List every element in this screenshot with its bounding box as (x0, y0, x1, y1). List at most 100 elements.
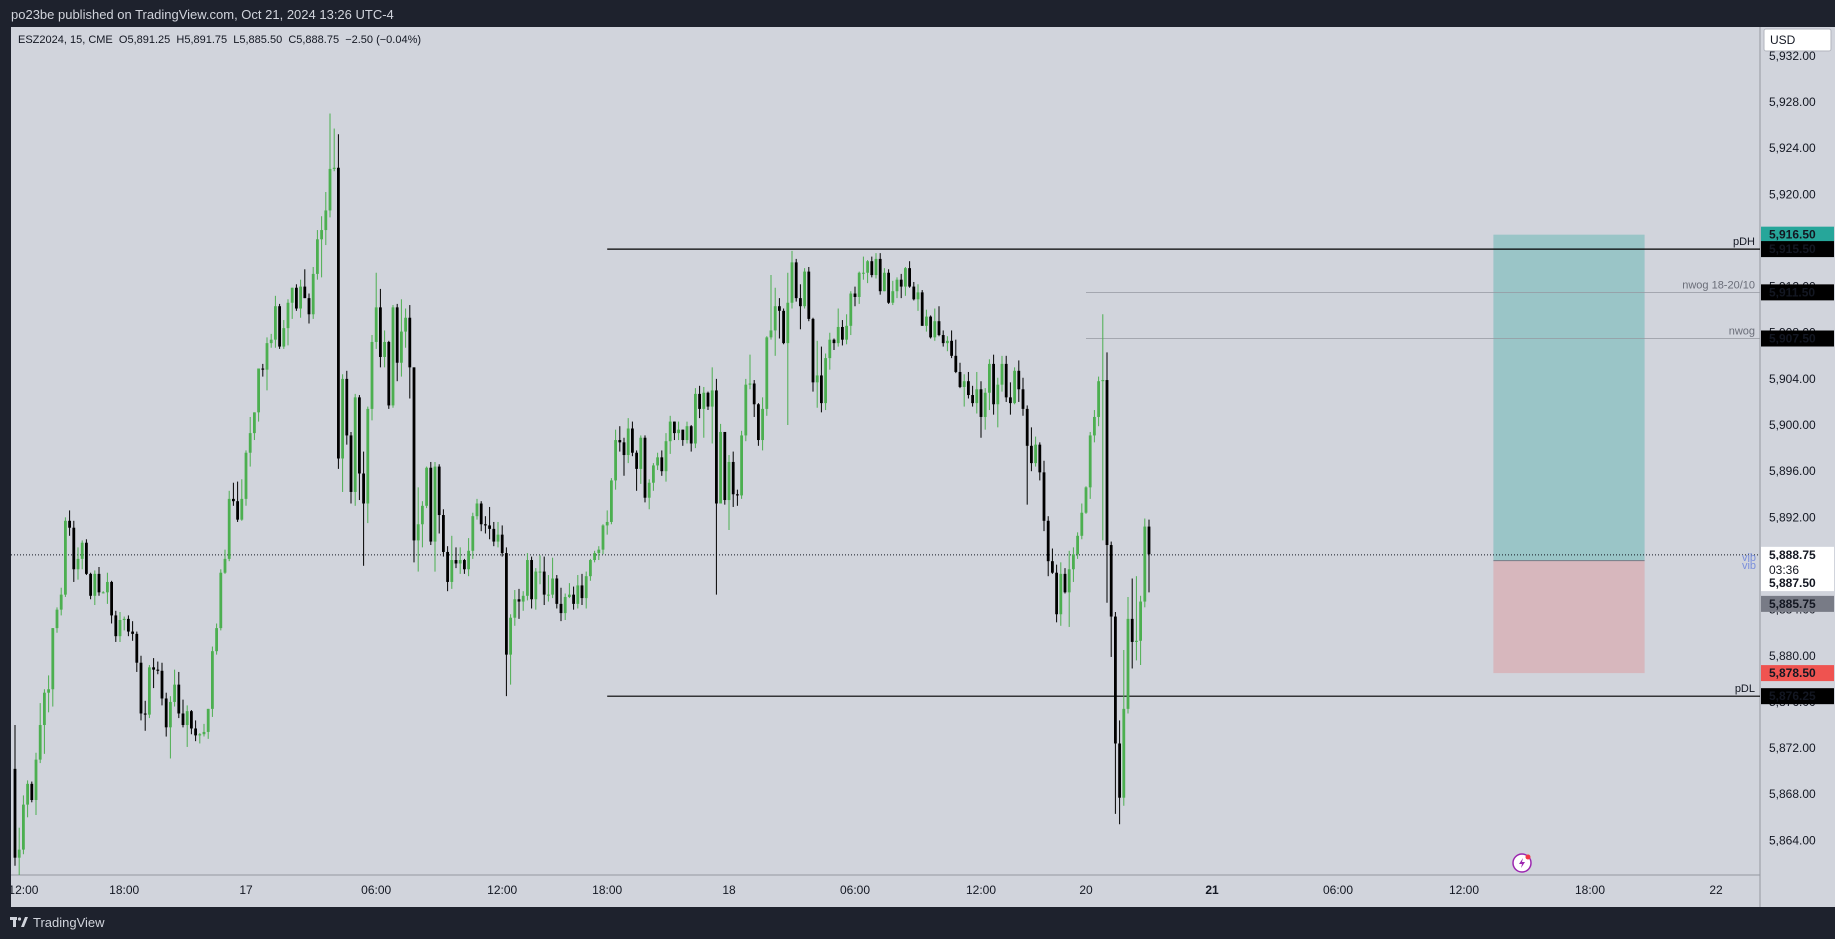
candle-body (643, 437, 647, 498)
candle-body (673, 421, 676, 434)
candle-body (51, 628, 55, 690)
axis-price-text: 5,878.50 (1769, 666, 1816, 680)
candle-body (425, 467, 428, 506)
candle-body (1088, 435, 1092, 488)
tradingview-logo-icon (10, 917, 28, 927)
candle-body (925, 316, 928, 326)
x-tick-label: 12:00 (487, 883, 517, 897)
candle-body (962, 381, 966, 387)
candle-body (362, 473, 365, 504)
axis-price-tag (1761, 595, 1834, 612)
candle-body (715, 390, 718, 504)
axis-price-tag (1761, 688, 1834, 705)
candle-body (341, 378, 344, 459)
candle-body (988, 363, 991, 393)
position-stop-zone[interactable] (1493, 560, 1645, 674)
top-bar: po23be published on TradingView.com, Oct… (0, 0, 1835, 27)
candle-body (274, 306, 277, 340)
candle-body (160, 670, 164, 699)
axis-price-tag (1761, 546, 1834, 563)
plot-background[interactable] (11, 27, 1760, 875)
candle-body (148, 667, 151, 715)
candle-body (874, 258, 878, 276)
candle-body (215, 628, 218, 652)
position-target-zone[interactable] (1493, 234, 1645, 561)
candle-body (765, 337, 769, 409)
candle-body (1067, 569, 1071, 593)
candle-body (13, 768, 17, 858)
candle-body (156, 669, 160, 671)
x-tick-label: 20 (1079, 883, 1093, 897)
candle-body (618, 440, 622, 443)
candle-body (681, 429, 685, 441)
y-tick-label: 5,872.00 (1769, 741, 1816, 755)
candle-body (1009, 397, 1012, 404)
candle-body (904, 268, 907, 287)
level-label-nwog-18-20: nwog 18-20/10 (1682, 279, 1755, 291)
candle-body (824, 358, 827, 404)
candle-body (639, 437, 643, 469)
candle-body (38, 725, 42, 760)
candle-body (471, 516, 475, 551)
candle-body (660, 457, 664, 472)
candle-body (622, 442, 626, 456)
candle-body (534, 571, 538, 600)
candle-body (131, 631, 134, 634)
candle-body (744, 384, 748, 436)
candle-body (433, 466, 437, 542)
candle-body (219, 572, 223, 629)
candle-body (597, 549, 601, 554)
y-tick-label: 5,868.00 (1769, 787, 1816, 801)
candle-body (316, 239, 319, 274)
candle-body (135, 633, 139, 663)
axis-price-text: 5,887.50 (1769, 576, 1816, 590)
candle-body (106, 581, 109, 593)
x-tick-label: 18:00 (1575, 883, 1605, 897)
candle-body (920, 292, 924, 326)
y-tick-label: 5,864.00 (1769, 833, 1816, 847)
ohlc-line: O5,891.25 H5,891.75 L5,885.50 C5,888.75 … (118, 34, 422, 46)
candle-body (1118, 743, 1121, 798)
candle-body (358, 397, 361, 474)
candle-body (820, 375, 823, 404)
candle-body (1080, 512, 1084, 536)
candle-body (899, 279, 903, 287)
candle-body (526, 560, 529, 596)
axis-price-tag (1761, 665, 1834, 682)
candle-body (295, 287, 298, 309)
candle-body (80, 542, 84, 559)
price-axis-background[interactable] (1760, 27, 1835, 907)
x-tick-label: 06:00 (1323, 883, 1353, 897)
candle-body (1147, 526, 1151, 555)
candle-body (286, 302, 290, 329)
candle-body (1109, 545, 1113, 617)
candle-body (345, 378, 349, 436)
candlestick-chart[interactable]: pDH pDL nwog 18-20/10 nwog 5,932.00 5,928.00 5… (11, 27, 1835, 907)
candle-body (307, 298, 311, 315)
currency-box[interactable] (1763, 28, 1832, 52)
candle-body (93, 573, 97, 596)
candle-body (198, 734, 202, 736)
candle-body (1097, 381, 1100, 417)
time-axis-background[interactable] (11, 875, 1760, 907)
chart-area[interactable]: pDH pDL nwog 18-20/10 nwog 5,932.00 5,928.00 5… (11, 27, 1835, 907)
candle-body (59, 594, 63, 610)
x-tick-label: 18 (722, 883, 736, 897)
candle-body (631, 428, 634, 453)
candle-body (26, 783, 29, 805)
candle-body (853, 293, 857, 297)
candle-body (139, 662, 143, 714)
candle-body (374, 307, 378, 342)
candle-body (185, 711, 189, 726)
brand-wrap[interactable]: TradingView (10, 915, 105, 930)
x-tick-label: 18:00 (592, 883, 622, 897)
candle-body (891, 291, 895, 303)
candle-body (895, 279, 899, 292)
candle-body (311, 273, 315, 315)
candle-body (1025, 408, 1029, 446)
candle-body (811, 318, 815, 383)
candle-body (803, 271, 806, 307)
candle-body (97, 573, 101, 593)
candle-body (89, 573, 92, 596)
candle-body (1072, 554, 1075, 570)
